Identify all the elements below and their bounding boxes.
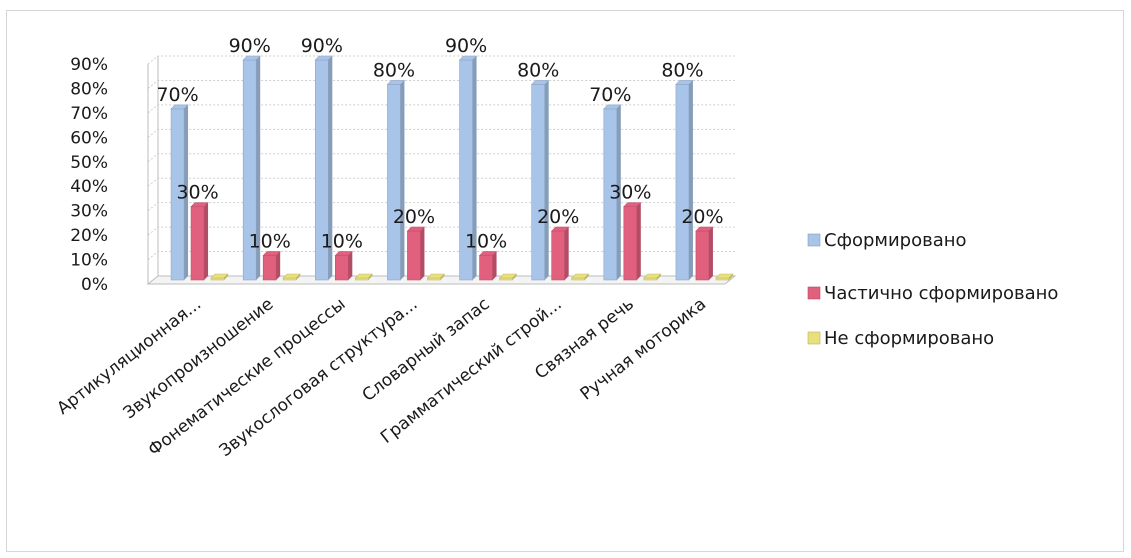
bar-side xyxy=(204,202,209,280)
category-labels: Артикуляционная...ЗвукопроизношениеФонем… xyxy=(53,294,710,461)
data-label: 20% xyxy=(537,206,579,228)
data-label: 20% xyxy=(393,206,435,228)
bar xyxy=(623,206,638,281)
gridline xyxy=(147,226,735,236)
data-label: 80% xyxy=(517,59,559,81)
y-tick-label: 80% xyxy=(70,79,108,99)
y-axis-ticks: 0% 10% 20% 30% 40% 50% 60% 70% 80% 90% xyxy=(70,55,108,295)
gridline xyxy=(147,202,735,212)
data-label: 20% xyxy=(681,206,723,228)
gridline xyxy=(147,79,735,89)
category-label: Словарный запас xyxy=(359,294,494,406)
bar xyxy=(531,84,545,281)
y-tick-label: 10% xyxy=(70,251,108,271)
gridline xyxy=(147,251,735,260)
bar-side xyxy=(224,274,229,280)
bar-side xyxy=(512,274,517,280)
bar xyxy=(387,84,401,281)
bar xyxy=(262,255,277,281)
data-label: 70% xyxy=(589,84,631,106)
bar xyxy=(695,230,710,281)
bar-side xyxy=(184,104,189,280)
bar-side xyxy=(688,80,693,280)
bar-side xyxy=(656,274,661,280)
y-tick-label: 70% xyxy=(70,104,108,124)
legend-swatch xyxy=(807,233,821,247)
legend-swatch xyxy=(807,286,821,300)
legend-entry: Не сформировано xyxy=(824,328,994,349)
data-labels: 70% 30% 90% 10% 90% 10% 80% 20% 90% 10% 80% 20% 70% 3… xyxy=(156,35,723,253)
bar-side xyxy=(584,274,589,280)
bar-side xyxy=(708,227,713,280)
bar-side xyxy=(616,104,621,280)
bar-side xyxy=(544,80,549,280)
bar-side xyxy=(420,227,425,280)
category-label: Ручная моторика xyxy=(577,294,710,404)
gridline xyxy=(147,153,735,163)
gridline xyxy=(147,128,735,138)
bar-side xyxy=(296,274,301,280)
legend-entry: Частично сформировано xyxy=(824,283,1058,304)
gridline xyxy=(147,104,735,114)
data-label: 90% xyxy=(445,35,487,57)
bar xyxy=(551,230,565,281)
bar-side xyxy=(348,251,353,280)
bars xyxy=(170,55,734,281)
legend-entry: Сформировано xyxy=(824,230,967,251)
data-label: 10% xyxy=(465,231,507,253)
data-label: 90% xyxy=(301,35,343,57)
bar-side xyxy=(492,251,497,280)
bar xyxy=(675,84,690,281)
bar xyxy=(190,206,205,281)
legend-swatch xyxy=(807,331,821,345)
legend: Сформировано Частично сформировано Не сфор… xyxy=(807,230,1058,349)
bar-side xyxy=(400,80,405,280)
data-label: 80% xyxy=(373,59,415,81)
bar-side xyxy=(636,202,641,280)
data-label: 70% xyxy=(156,84,198,106)
data-label: 30% xyxy=(609,182,651,204)
bar-side xyxy=(256,56,261,280)
y-tick-label: 60% xyxy=(70,128,108,148)
bar-side xyxy=(440,274,445,280)
data-label: 10% xyxy=(321,231,363,253)
bar xyxy=(407,230,421,281)
data-label: 80% xyxy=(661,59,703,81)
gridline xyxy=(147,55,735,65)
y-tick-label: 90% xyxy=(70,55,108,75)
y-tick-label: 20% xyxy=(70,226,108,246)
y-tick-label: 0% xyxy=(81,275,108,295)
data-label: 30% xyxy=(176,182,218,204)
axes xyxy=(146,56,737,285)
bar-side xyxy=(368,274,373,280)
y-tick-label: 50% xyxy=(70,153,108,173)
data-label: 10% xyxy=(249,231,291,253)
bar-side xyxy=(328,56,333,280)
y-tick-label: 30% xyxy=(70,202,108,222)
bar-side xyxy=(564,227,569,280)
gridlines xyxy=(147,55,735,285)
bar xyxy=(479,255,493,281)
bar-side xyxy=(728,274,733,280)
y-tick-label: 40% xyxy=(70,177,108,197)
data-label: 90% xyxy=(229,35,271,57)
bar-side xyxy=(472,56,477,280)
bar-side xyxy=(276,251,281,280)
bar xyxy=(335,255,349,281)
